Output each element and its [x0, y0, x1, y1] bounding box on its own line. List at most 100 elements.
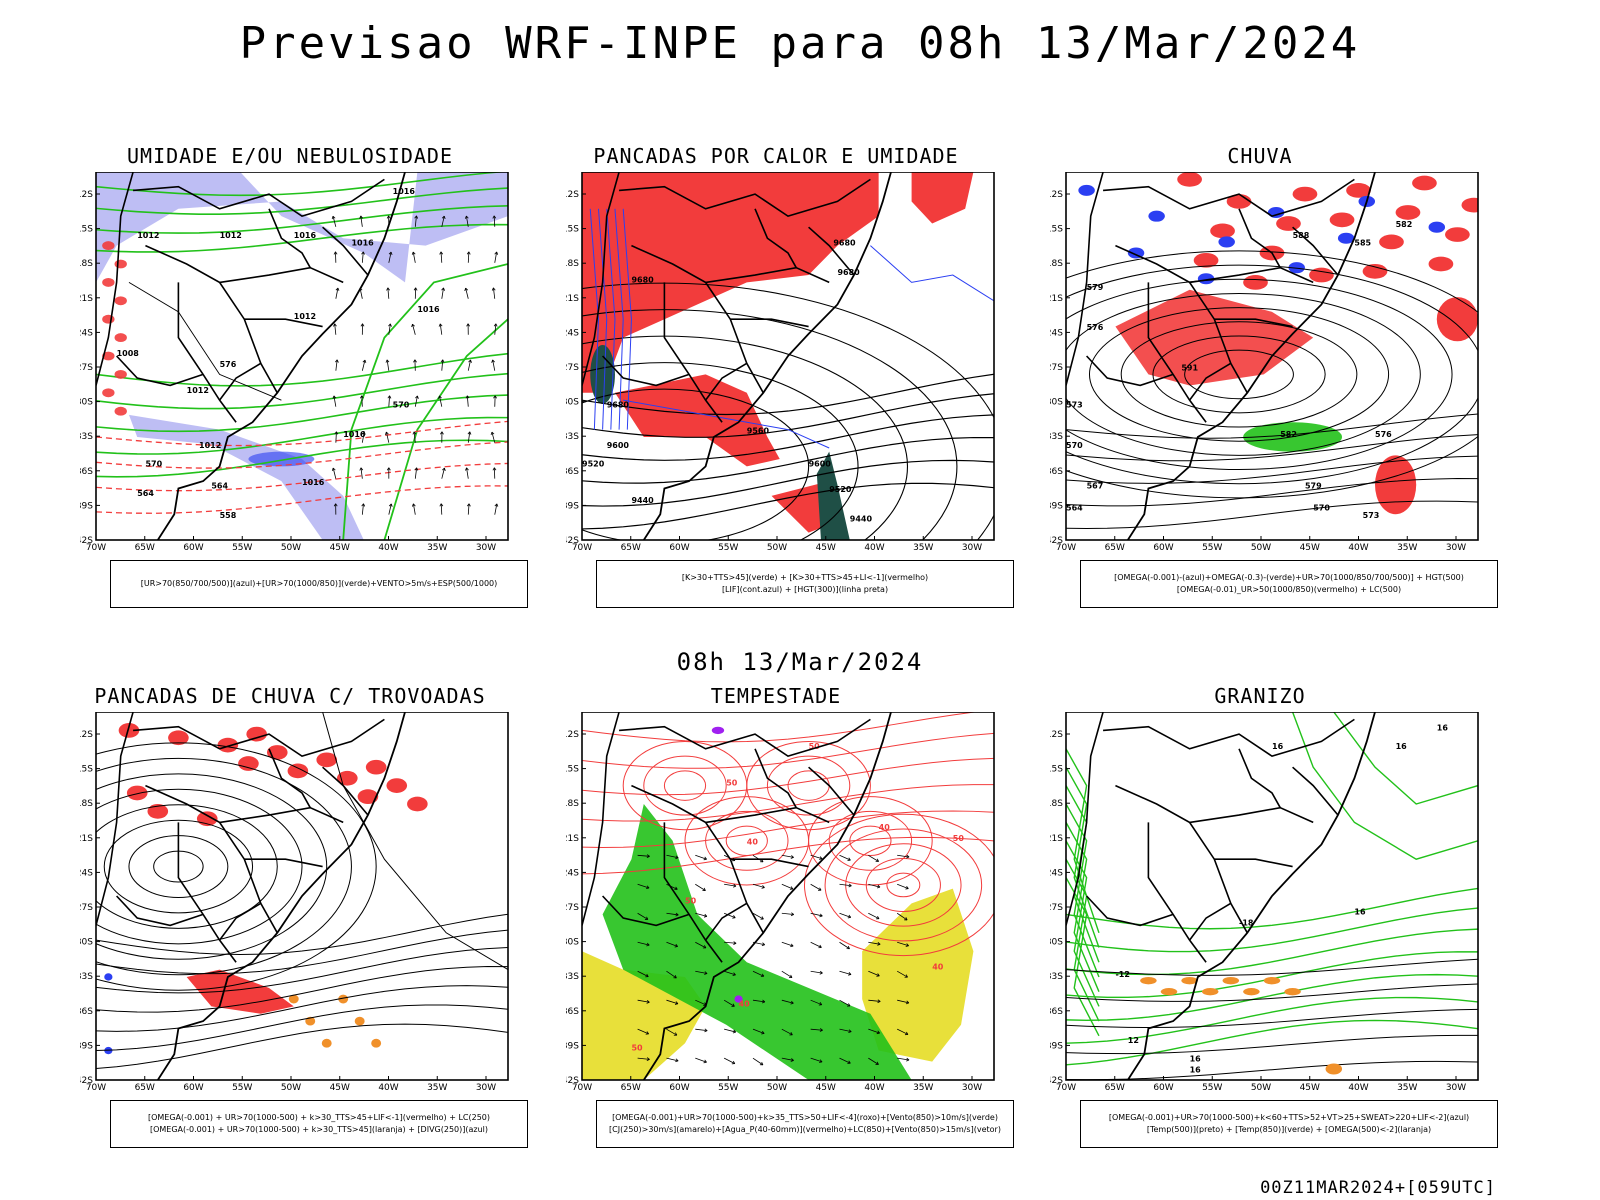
lat-tick-label: 21S: [80, 294, 93, 304]
political-border: [1086, 895, 1174, 927]
lat-tick-label: 36S: [566, 467, 579, 477]
hgt500-contour: [1088, 307, 1390, 442]
humidity-green-contour: [96, 187, 508, 215]
wind850-vector: [752, 1028, 765, 1035]
storm-orange-spot: [288, 994, 299, 1004]
lon-tick-label: 55W: [232, 1083, 252, 1093]
contour-label: 564: [137, 489, 154, 498]
lon-tick-label: 40W: [378, 543, 398, 553]
storm-purple-spot: [734, 995, 743, 1003]
contour-label: 576: [220, 360, 237, 369]
lat-tick-label: 30S: [566, 938, 579, 948]
wind850-vector: [839, 854, 851, 861]
lon-tick-label: 55W: [718, 543, 738, 553]
lat-tick-label: 21S: [566, 834, 579, 844]
contour-label: 582: [1396, 220, 1413, 229]
political-border: [1188, 902, 1232, 941]
lon-tick-label: 60W: [1153, 543, 1173, 553]
hgt500-contour: [1066, 264, 1478, 485]
wind850-vector: [637, 912, 649, 920]
wind-vector: [359, 467, 364, 479]
lon-tick-label: 50W: [281, 543, 301, 553]
legend-line: [UR>70(850/700/500)](azul)+[UR>70(1000/8…: [140, 579, 498, 588]
lat-tick-label: 33S: [566, 972, 579, 982]
lon-tick-label: 40W: [1348, 1083, 1368, 1093]
lat-tick-label: 27S: [1050, 903, 1063, 913]
lat-tick-label: 39S: [1050, 1041, 1063, 1051]
political-border: [244, 318, 323, 328]
lon-tick-label: 45W: [330, 543, 350, 553]
contour-label: 9600: [607, 441, 630, 450]
thickness-red-dashed-contour: [96, 485, 508, 514]
contour-label: 50: [631, 1044, 643, 1053]
political-border: [1115, 784, 1248, 934]
lat-tick-label: 15S: [566, 765, 579, 775]
lon-tick-label: 50W: [281, 1083, 301, 1093]
lon-tick-label: 35W: [427, 1083, 447, 1093]
wind850-vector: [897, 999, 910, 1005]
wind-vector: [411, 323, 416, 335]
political-border: [754, 748, 797, 809]
wind850-vector: [666, 1028, 678, 1036]
forecast-map: 12S 15S 18S 21S 24S 27S 30S 33S 36S 39S 42S70W 65W 6…: [80, 712, 509, 1093]
contour-label: 9600: [809, 459, 832, 468]
lon-tick-label: 50W: [1251, 543, 1271, 553]
contour-label: 1012: [294, 312, 316, 321]
political-border: [145, 784, 278, 934]
lif-blue-contour: [606, 208, 616, 430]
map-layers: 16 16 16 16 16 12 16 -12 -18: [1066, 712, 1478, 1080]
political-border: [116, 895, 204, 927]
main-title: Previsao WRF-INPE para 08h 13/Mar/2024: [239, 18, 1361, 69]
humidity-red-spot: [102, 388, 115, 398]
hgt300-contour: [582, 459, 994, 507]
political-border: [322, 766, 369, 816]
storm-orange-spot: [305, 1016, 316, 1026]
map-layers: 9680968096809680952096009440960095209440…: [582, 172, 994, 540]
wind850-vector: [781, 1057, 794, 1062]
lon-tick-label: 65W: [1105, 1083, 1125, 1093]
storm-red-spot: [217, 737, 239, 753]
rain-blue-spot: [1197, 273, 1215, 285]
political-border: [1103, 178, 1355, 218]
hail-orange-spot: [1181, 976, 1198, 985]
panel-title: PANCADAS POR CALOR E UMIDADE: [593, 144, 959, 168]
rain-red-spot: [1445, 227, 1470, 242]
wind850-vector: [637, 999, 650, 1004]
wind-vector: [493, 395, 497, 407]
lat-tick-label: 33S: [80, 972, 93, 982]
contour-label: 16: [1190, 1066, 1202, 1075]
streamline-lc250: [96, 966, 508, 1013]
lat-tick-label: 42S: [566, 1076, 579, 1086]
rain-red-spot: [1177, 172, 1202, 187]
lif-blue-contour: [623, 399, 830, 449]
wind850-vector: [724, 941, 737, 945]
water-red-contour: [746, 740, 871, 831]
wind-vector: [466, 323, 471, 335]
west-coastline: [582, 712, 620, 926]
wind850-vector: [868, 970, 880, 977]
lat-tick-label: 33S: [80, 432, 93, 442]
political-border: [730, 858, 809, 868]
panel-title: PANCADAS DE CHUVA C/ TROVOADAS: [94, 684, 486, 708]
wind-vector: [494, 503, 499, 515]
political-border: [631, 244, 764, 394]
humidity-red-spot: [114, 333, 127, 343]
storm-red-spot: [118, 723, 140, 738]
temp850-green-contour: [1066, 766, 1100, 948]
contour-label: 9680: [631, 275, 654, 284]
wind850-vector: [868, 883, 881, 889]
thickness-red-dashed-contour: [96, 420, 508, 447]
wind850-vector: [868, 1028, 880, 1035]
political-border: [322, 226, 369, 276]
hail-orange-spot: [1243, 988, 1260, 996]
contour-label: -12: [1115, 970, 1129, 979]
lon-tick-label: 70W: [1056, 543, 1076, 553]
west-coastline: [96, 172, 134, 386]
humidity-green-contour: [96, 205, 508, 234]
east-coastline: [1127, 712, 1376, 1080]
lat-tick-label: 18S: [1050, 259, 1063, 269]
temp500-black-contour: [1066, 1034, 1478, 1055]
lon-tick-label: 35W: [913, 543, 933, 553]
political-border: [1238, 208, 1281, 269]
political-border: [1214, 858, 1293, 868]
